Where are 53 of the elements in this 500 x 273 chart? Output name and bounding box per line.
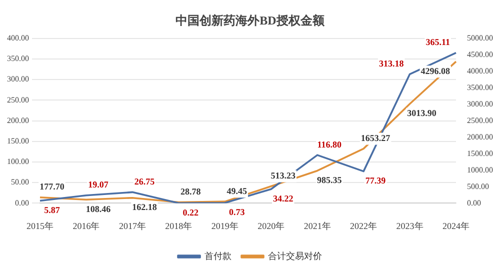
data-label: 108.46 <box>86 204 112 214</box>
data-label: 116.80 <box>317 139 342 150</box>
y2-tick-label: 4000.00 <box>467 66 493 76</box>
y2-tick-label: 4500.00 <box>467 50 493 59</box>
y-tick-label: 400.00 <box>7 33 29 42</box>
data-label: 162.18 <box>132 202 158 212</box>
y2-tick-label: 1000.00 <box>467 165 493 174</box>
data-label: 5.87 <box>44 205 60 216</box>
y2-tick-label: 3500.00 <box>467 82 493 92</box>
data-label: 0.22 <box>182 207 200 218</box>
data-label: 985.35 <box>316 175 342 186</box>
x-tick-label: 2019年 <box>211 220 238 231</box>
y2-tick-label: 3000.00 <box>467 99 493 108</box>
y-tick-label: 300.00 <box>7 74 29 84</box>
y2-tick-label: 500.00 <box>467 182 489 191</box>
y-tick-label: 100.00 <box>7 157 29 166</box>
x-tick-label: 2017年 <box>118 220 146 231</box>
data-label: 19.07 <box>88 180 109 190</box>
data-label: 0.73 <box>229 207 246 218</box>
x-tick-label: 2024年 <box>442 220 470 231</box>
data-label: 28.78 <box>180 186 202 197</box>
y-tick-label: 150.00 <box>7 136 29 146</box>
y2-tick-label: 2000.00 <box>467 132 493 142</box>
data-label: 177.70 <box>40 182 65 192</box>
x-tick-label: 2015年 <box>26 220 54 231</box>
data-label: 77.39 <box>365 176 386 186</box>
y2-tick-label: 1500.00 <box>467 148 493 158</box>
x-tick-label: 2023年 <box>396 220 424 231</box>
legend-label: 首付款 <box>204 250 232 261</box>
y-tick-label: 0.00 <box>15 198 29 208</box>
data-label: 513.23 <box>270 170 296 181</box>
y-tick-label: 50.00 <box>11 178 29 187</box>
x-tick-label: 2016年 <box>72 220 100 231</box>
y-tick-label: 350.00 <box>7 54 29 64</box>
y2-tick-label: 0.00 <box>467 198 481 208</box>
y-tick-label: 200.00 <box>7 116 29 125</box>
chart-title: 中国创新药海外BD授权金额 <box>176 13 326 28</box>
data-label: 26.75 <box>134 176 156 187</box>
y2-tick-label: 2500.00 <box>467 116 493 125</box>
x-tick-label: 2022年 <box>350 220 378 231</box>
legend-label: 合计交易对价 <box>268 250 322 261</box>
x-tick-label: 2018年 <box>165 220 192 231</box>
data-label: 4296.08 <box>420 66 450 76</box>
data-label: 365.11 <box>426 37 450 48</box>
data-label: 313.18 <box>379 58 404 68</box>
data-label: 34.22 <box>272 193 294 204</box>
data-label: 3013.90 <box>407 108 437 118</box>
data-label: 1653.27 <box>360 133 391 144</box>
y2-tick-label: 5000.00 <box>467 33 493 42</box>
x-tick-label: 2020年 <box>258 220 285 231</box>
x-tick-label: 2021年 <box>304 220 331 231</box>
data-label: 49.45 <box>226 186 248 196</box>
y-tick-label: 250.00 <box>7 95 29 104</box>
